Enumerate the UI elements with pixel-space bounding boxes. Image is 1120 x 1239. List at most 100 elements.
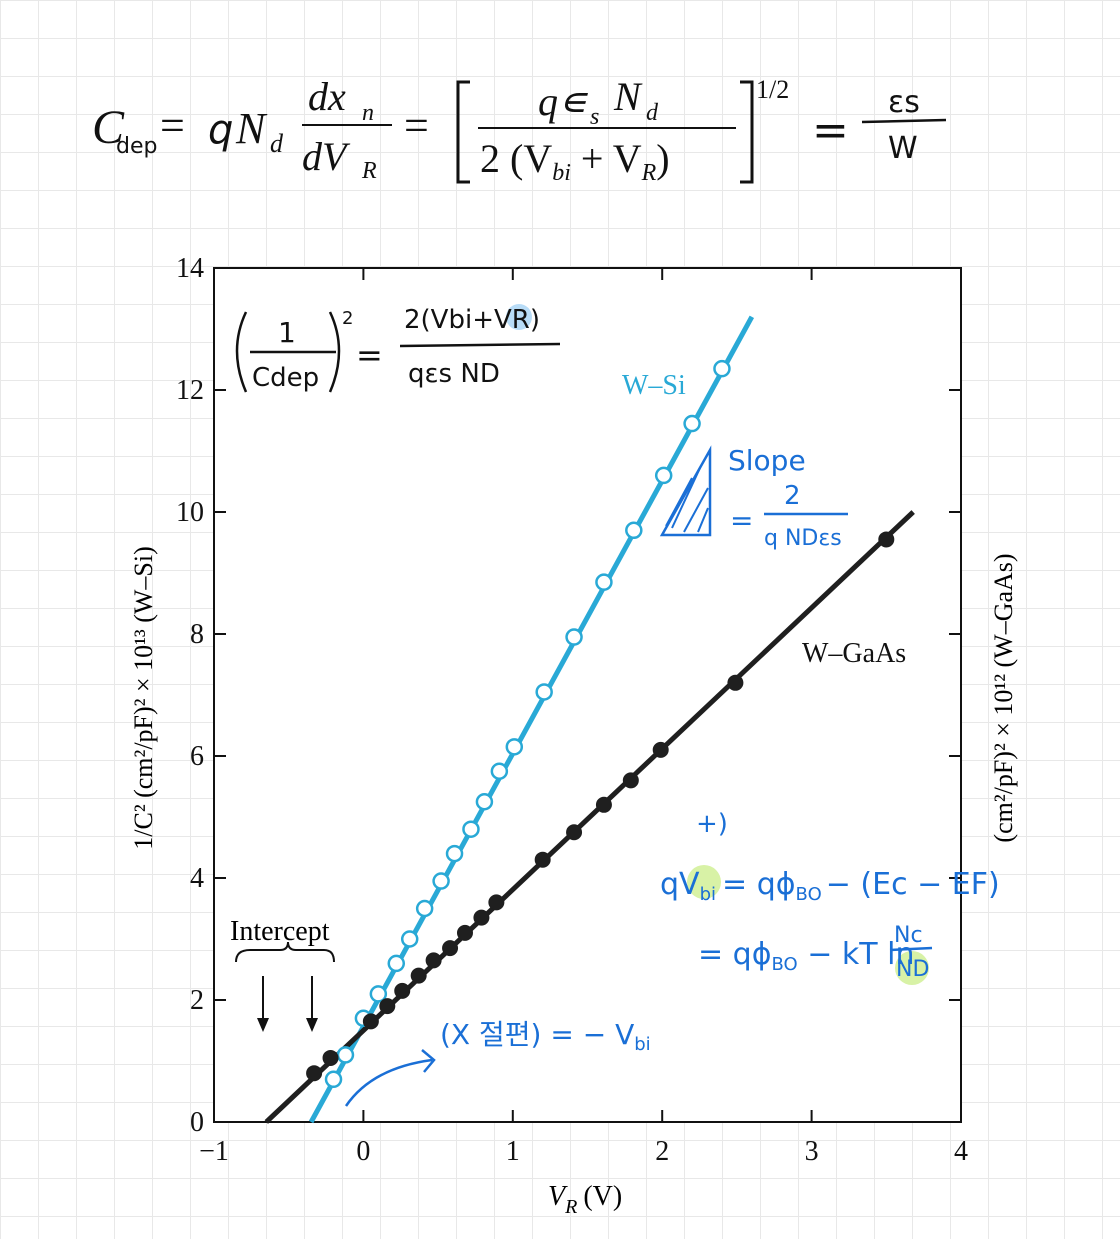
handwritten-x-intercept: (X 절편) = − Vbi: [344, 1018, 651, 1107]
x-tick-label: 1: [506, 1136, 520, 1167]
hw-xint-arrowhead: [421, 1049, 436, 1073]
wgaas-data-point: [473, 909, 490, 926]
y-tick-label: 10: [176, 497, 204, 528]
hw-kt-num: Nc: [894, 923, 923, 948]
y-tick-label: 14: [176, 253, 204, 284]
intercept-arrowhead-1: [257, 1018, 269, 1032]
wsi-data-point: [490, 762, 509, 780]
y-tick-label: 2: [190, 985, 204, 1016]
wgaas-data-point: [394, 982, 411, 999]
hw-kt-bar: [889, 946, 933, 952]
hw-right-paren: [328, 311, 341, 393]
formula-eq3: =: [812, 105, 849, 156]
formula-frac2-num: q∊: [538, 79, 588, 124]
hw-slope-triangle: [659, 445, 712, 537]
wsi-data-point: [432, 872, 450, 890]
hw-inv-exp: 2: [342, 308, 353, 329]
hw-kt-line: = qϕBO − kT ln: [698, 937, 915, 975]
y-axis-label-right: (cm²/pF)² × 10¹² (W–GaAs): [989, 553, 1018, 842]
wgaas-data-point: [622, 772, 639, 789]
hw-vr-highlight: [506, 304, 532, 330]
hw-inv-eq: =: [356, 336, 383, 374]
wsi-data-point: [415, 899, 434, 918]
wsi-data-point: [654, 466, 673, 485]
formula-frac1-den-sub: R: [361, 158, 377, 184]
hw-slope-hatch-2: [683, 487, 709, 533]
intercept-annotation: Intercept: [230, 916, 335, 1032]
formula-n: N: [235, 104, 268, 153]
wsi-data-point: [535, 683, 553, 701]
formula-frac1-den: dV: [302, 134, 351, 179]
wsi-data-point: [445, 844, 464, 863]
label-w-si: W–Si: [622, 370, 686, 401]
x-axis-label: VR (V): [548, 1181, 622, 1218]
wgaas-data-point: [488, 894, 505, 911]
hw-vbi-highlight: [687, 865, 721, 899]
y-tick-label: 0: [190, 1107, 204, 1138]
x-tick-label: 0: [356, 1136, 370, 1167]
wsi-data-point: [462, 820, 480, 838]
hw-slope-den: q NDεs: [764, 526, 842, 551]
wsi-data-point: [565, 628, 583, 646]
formula-frac1-num-sub: n: [362, 100, 374, 126]
y-tick-label: 8: [190, 619, 204, 650]
x-axis-ticks: −1 0 1 2 3 4: [199, 268, 968, 1167]
wgaas-data-point: [410, 967, 427, 984]
formula-frac2-den: 2 (Vbi + VR): [480, 136, 670, 186]
wgaas-data-point: [322, 1049, 339, 1066]
hw-slope-num: 2: [784, 481, 801, 511]
hw-qvbi-line: qVbi = qϕBO − (Ec − EF): [660, 867, 1000, 905]
intercept-label: Intercept: [230, 916, 330, 947]
formula-eq1: =: [160, 101, 185, 150]
formula-frac2-num-n: N: [613, 74, 643, 119]
y-tick-label: 6: [190, 741, 204, 772]
formula-right-bracket: [740, 80, 754, 184]
formula-cdep-sub: dep: [116, 134, 157, 159]
wgaas-data-point: [456, 924, 473, 941]
x-tick-label: 4: [954, 1136, 968, 1167]
formula-frac1-num: dx: [308, 74, 346, 119]
wsi-data-point: [625, 521, 643, 540]
wsi-data-point: [400, 930, 419, 948]
wsi-data-point: [595, 573, 613, 591]
wsi-data-point: [387, 954, 406, 973]
intercept-arrowhead-2: [306, 1018, 318, 1032]
formula-left-bracket: [456, 80, 470, 184]
series-points: [306, 359, 895, 1089]
wgaas-data-point: [362, 1013, 379, 1030]
formula-eq2: =: [404, 101, 429, 150]
wgaas-data-point: [652, 741, 669, 758]
wgaas-data-point: [379, 998, 396, 1015]
handwritten-slope: Slope = 2 q NDεs: [659, 444, 848, 551]
wsi-data-point: [683, 414, 701, 433]
formula-frac2-num-d: d: [646, 100, 659, 126]
y-tick-label: 12: [176, 375, 204, 406]
x-tick-label: 2: [655, 1136, 669, 1167]
formula-w: W: [888, 131, 918, 166]
hw-slope-hatch-4: [665, 477, 693, 527]
hw-inv-one: 1: [278, 316, 296, 349]
hw-inv-den: Cdep: [252, 363, 319, 393]
wgaas-data-point: [425, 952, 442, 969]
hw-slope-eq: =: [730, 504, 753, 537]
wsi-data-point: [369, 985, 388, 1003]
hw-inv-den2: qεs ND: [408, 359, 500, 389]
hw-left-paren: [235, 311, 248, 393]
hw-inv-num: 2(Vbi+VR): [404, 305, 540, 335]
intercept-brace: [235, 941, 335, 963]
wgaas-data-point: [306, 1065, 323, 1082]
formula-es-bar: [861, 118, 947, 124]
formula-q: q: [208, 107, 233, 153]
formula-es: εs: [888, 85, 920, 120]
wsi-data-point: [475, 793, 494, 811]
hw-nd-highlight: [895, 951, 929, 985]
y-axis-label-left: 1/C² (cm²/pF)² × 10¹³ (W–Si): [129, 546, 158, 850]
x-tick-label: −1: [199, 1136, 229, 1167]
wgaas-data-point: [878, 531, 895, 548]
wgaas-data-point: [595, 796, 612, 813]
plot-frame: [213, 267, 962, 1123]
wgaas-data-point: [727, 674, 744, 691]
